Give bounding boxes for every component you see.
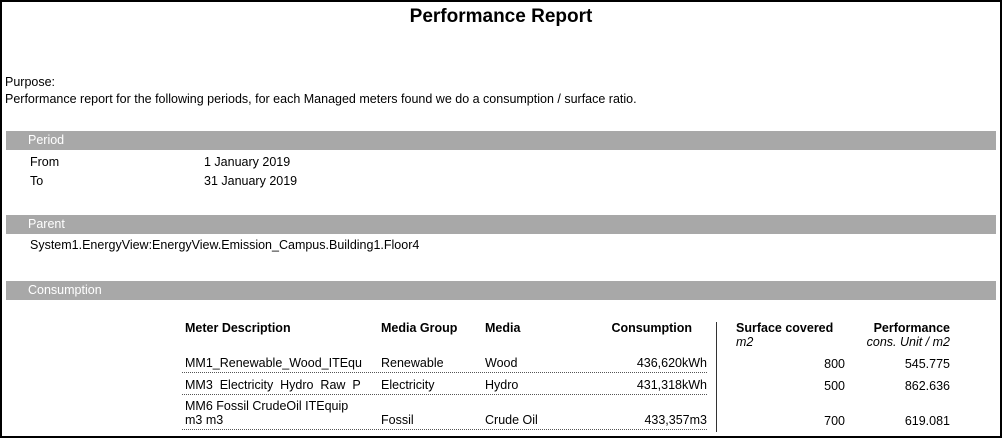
- period-from-value: 1 January 2019: [204, 155, 291, 169]
- column-header-meter-description: Meter Description: [185, 321, 291, 335]
- performance-cell: 545.775: [904, 357, 950, 371]
- consumption-table-header: Meter Description Media Group Media Cons…: [182, 321, 950, 355]
- meter-description-cell: MM1_Renewable_Wood_ITEqu: [185, 356, 362, 370]
- page-title: Performance Report: [409, 6, 593, 27]
- meter-description-cell: MM6 Fossil CrudeOil ITEquip m3 m3: [185, 399, 349, 427]
- performance-cell: 862.636: [904, 379, 950, 393]
- performance-unit-label: cons. Unit / m2: [866, 335, 950, 349]
- media-group-cell: Renewable: [381, 356, 444, 370]
- table-row: MM3 Electricity Hydro Raw P Electricity …: [182, 373, 950, 395]
- table-row: MM6 Fossil CrudeOil ITEquip m3 m3 Fossil…: [182, 395, 950, 430]
- surface-covered-cell: 800: [824, 357, 845, 371]
- consumption-table: Meter Description Media Group Media Cons…: [182, 321, 950, 432]
- media-group-cell: Electricity: [381, 378, 435, 392]
- media-cell: Hydro: [485, 378, 519, 392]
- media-cell: Wood: [485, 356, 518, 370]
- period-to-label: To: [30, 174, 44, 188]
- period-section-header: Period: [6, 131, 996, 150]
- surface-unit-label: m2: [736, 335, 754, 349]
- column-header-consumption: Consumption: [611, 321, 692, 335]
- table-vertical-separator: [716, 322, 717, 432]
- column-header-media: Media: [485, 321, 521, 335]
- column-header-media-group: Media Group: [381, 321, 458, 335]
- purpose-label: Purpose:: [5, 75, 56, 89]
- period-from-label: From: [30, 155, 60, 169]
- period-to-value: 31 January 2019: [204, 174, 298, 188]
- surface-covered-cell: 700: [824, 414, 845, 428]
- consumption-cell: 433,357m3: [644, 413, 707, 427]
- parent-path: System1.EnergyView:EnergyView.Emission_C…: [30, 238, 420, 252]
- consumption-cell: 436,620kWh: [636, 356, 707, 370]
- table-row: MM1_Renewable_Wood_ITEqu Renewable Wood …: [182, 355, 950, 373]
- column-header-performance: Performance cons. Unit / m2: [845, 321, 950, 349]
- purpose-text: Performance report for the following per…: [5, 92, 637, 106]
- media-group-cell: Fossil: [381, 413, 414, 427]
- performance-cell: 619.081: [904, 414, 950, 428]
- media-cell: Crude Oil: [485, 413, 538, 427]
- parent-section-header: Parent: [6, 215, 996, 234]
- meter-description-cell: MM3 Electricity Hydro Raw P: [185, 378, 361, 392]
- column-header-surface-covered: Surface covered m2: [728, 321, 845, 349]
- consumption-section-header: Consumption: [6, 281, 996, 300]
- consumption-cell: 431,318kWh: [636, 378, 707, 392]
- surface-covered-cell: 500: [824, 379, 845, 393]
